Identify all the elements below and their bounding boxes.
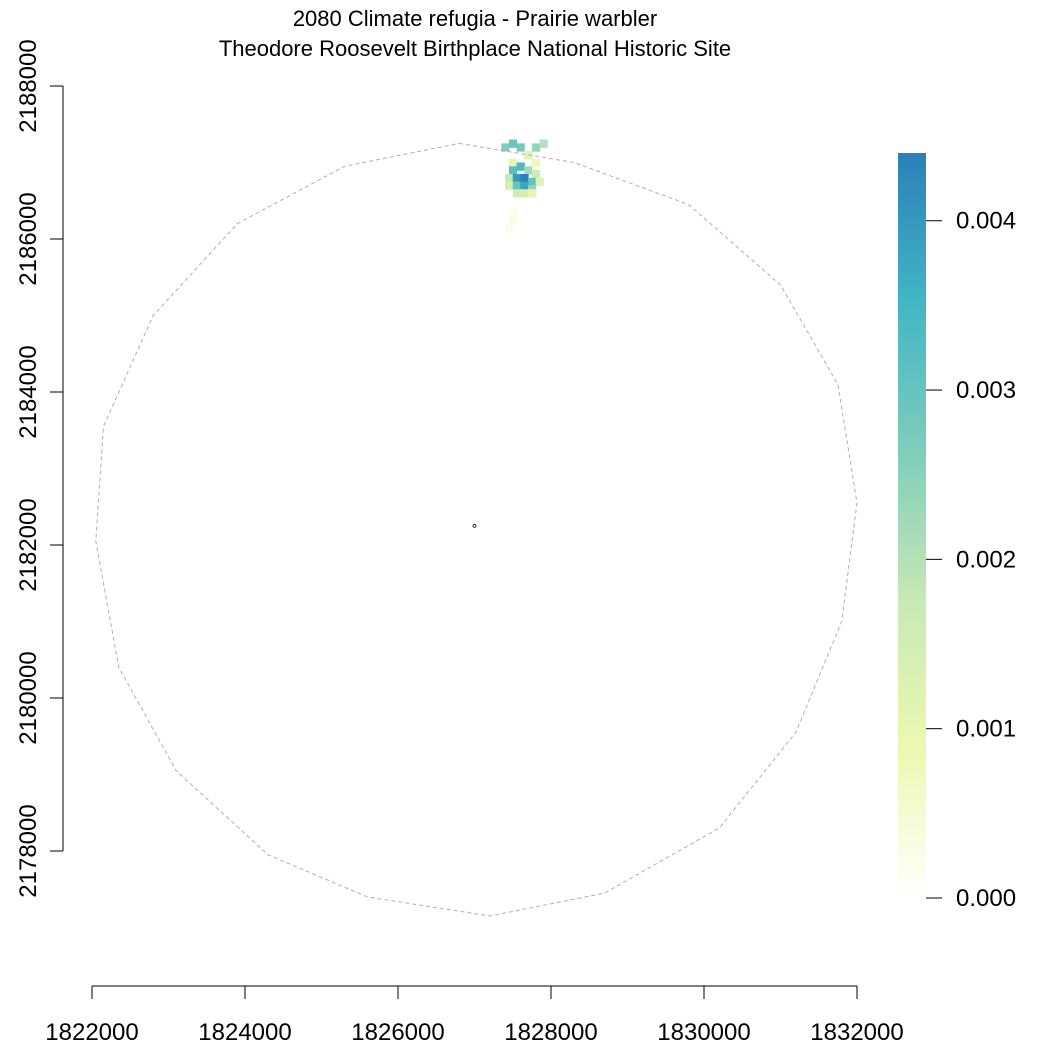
refugia-cell: [528, 189, 537, 198]
refugia-cell: [520, 181, 529, 190]
refugia-cell: [505, 181, 514, 190]
y-tick-label: 2182000: [15, 498, 42, 591]
refugia-cell: [528, 177, 537, 187]
colorbar-tick-label: 0.002: [956, 546, 1016, 573]
x-tick-label: 1822000: [45, 1019, 138, 1046]
colorbar-gradient: [898, 153, 926, 898]
refugia-cell: [516, 162, 525, 171]
refugia-cell: [531, 158, 541, 167]
refugia-cell: [505, 173, 514, 183]
x-tick-label: 1828000: [504, 1019, 597, 1046]
x-tick-label: 1826000: [351, 1019, 444, 1046]
refugia-cell: [501, 143, 510, 152]
refugia-cell: [512, 181, 521, 190]
colorbar-tick-label: 0.000: [956, 885, 1016, 912]
colorbar-ticks: 0.000 0.001 0.002 0.003 0.004: [926, 208, 1016, 912]
y-tick-label: 2184000: [15, 345, 42, 438]
refugia-cell: [524, 166, 533, 175]
map-title: 2080 Climate refugia - Prairie warbler: [293, 6, 657, 31]
refugia-cell: [520, 173, 529, 183]
refugia-cell: [508, 158, 518, 167]
refugia-cell: [508, 208, 518, 217]
y-tick-label: 2186000: [15, 192, 42, 285]
colorbar-tick-label: 0.001: [956, 716, 1016, 743]
refugia-cell: [531, 170, 541, 179]
site-marker: [472, 524, 477, 528]
refugia-cell: [512, 173, 521, 183]
refugia-cells: [501, 139, 548, 232]
refugia-cell: [512, 189, 521, 198]
y-tick-label: 2188000: [15, 39, 42, 132]
x-axis: 1822000 1824000 1826000 1828000 1830000 18320…: [45, 985, 904, 1046]
refugia-cell: [505, 223, 514, 232]
refugia-cell: [520, 189, 529, 198]
refugia-cell: [531, 143, 541, 152]
refugia-cell: [539, 139, 548, 148]
x-tick-label: 1830000: [657, 1019, 750, 1046]
x-tick-label: 1832000: [810, 1019, 903, 1046]
refugia-cell: [516, 143, 525, 152]
colorbar-legend: 0.000 0.001 0.002 0.003 0.004: [898, 153, 1016, 912]
buffer-boundary: [95, 142, 858, 917]
y-tick-label: 2178000: [15, 804, 42, 897]
x-tick-label: 1824000: [198, 1019, 291, 1046]
colorbar-tick-label: 0.003: [956, 377, 1016, 404]
y-axis: 2178000 2180000 2182000 2184000 2186000 21880…: [15, 39, 64, 898]
refugia-cell: [508, 166, 518, 175]
refugia-cell: [508, 216, 518, 225]
colorbar-tick-label: 0.004: [956, 208, 1016, 235]
y-tick-label: 2180000: [15, 651, 42, 744]
map-subtitle: Theodore Roosevelt Birthplace National H…: [219, 36, 731, 61]
refugia-cell: [508, 139, 518, 148]
refugia-cell: [535, 177, 544, 187]
